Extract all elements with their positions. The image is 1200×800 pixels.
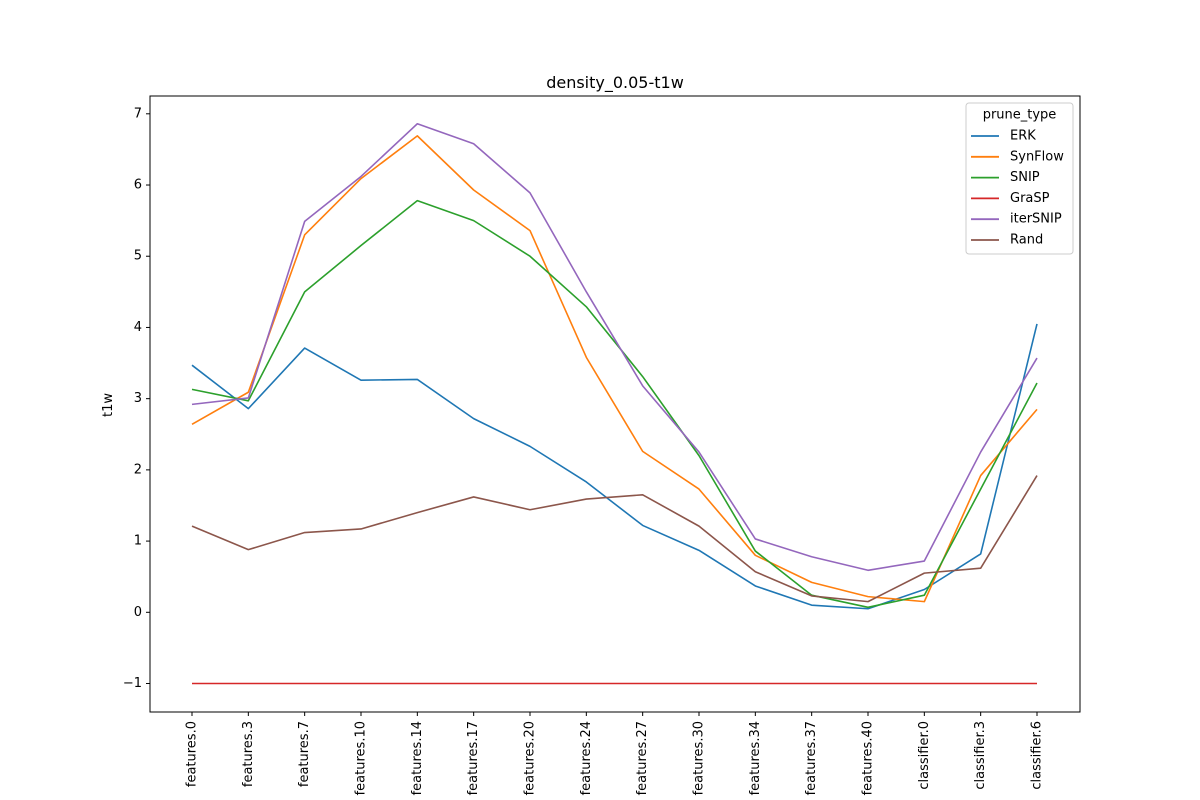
x-tick-label: features.24 (579, 721, 594, 795)
x-tick-label: features.10 (354, 721, 369, 795)
x-tick-label: features.17 (466, 721, 481, 795)
x-tick-label: features.37 (804, 721, 819, 795)
x-tick-label: features.3 (241, 721, 256, 787)
x-tick-label: features.27 (635, 721, 650, 795)
series-layer (191, 122, 1038, 685)
x-tick-label: classifier.0 (917, 721, 932, 790)
series-line-synflow (191, 135, 1038, 603)
legend: prune_type ERK SynFlow SNIP GraSP iterSNIP Ran… (965, 102, 1074, 255)
y-tick-label: 0 (134, 605, 142, 620)
x-tick-label: features.30 (692, 721, 707, 795)
x-tick-label: features.40 (861, 721, 876, 795)
x-tick-label: features.34 (748, 721, 763, 795)
series-line-snip (191, 199, 1038, 609)
series-line-erk (191, 323, 1038, 610)
y-axis-label: t1w (101, 393, 116, 417)
series-line-rand (191, 475, 1038, 603)
legend-title: prune_type (983, 108, 1057, 123)
x-axis: features.0 features.3 features.7 features.1… (185, 712, 1045, 795)
y-axis: −1 0 1 2 3 4 5 6 7 (123, 106, 150, 691)
legend-label-itersnip: iterSNIP (1010, 212, 1062, 227)
x-tick-label: features.20 (523, 721, 538, 795)
y-tick-label: 2 (134, 462, 142, 477)
legend-label-synflow: SynFlow (1010, 149, 1064, 164)
y-tick-label: 4 (134, 320, 142, 335)
y-tick-label: 5 (134, 249, 142, 264)
y-tick-label: 1 (134, 534, 142, 549)
legend-label-erk: ERK (1010, 129, 1036, 144)
x-tick-label: classifier.3 (973, 721, 988, 790)
x-tick-label: features.0 (185, 721, 200, 787)
x-tick-label: classifier.6 (1030, 721, 1045, 790)
legend-label-grasp: GraSP (1010, 191, 1050, 206)
chart-title: density_0.05-t1w (546, 73, 684, 93)
y-tick-label: 3 (134, 391, 142, 406)
legend-box (965, 102, 1074, 255)
x-tick-label: features.7 (297, 721, 312, 787)
legend-label-rand: Rand (1010, 233, 1043, 248)
y-tick-label: 6 (134, 178, 142, 193)
series-line-itersnip (191, 122, 1038, 572)
y-tick-label: −1 (123, 676, 142, 691)
legend-label-snip: SNIP (1010, 170, 1040, 185)
x-tick-label: features.14 (410, 721, 425, 795)
y-tick-label: 7 (134, 106, 142, 121)
plot-frame (149, 95, 1081, 713)
